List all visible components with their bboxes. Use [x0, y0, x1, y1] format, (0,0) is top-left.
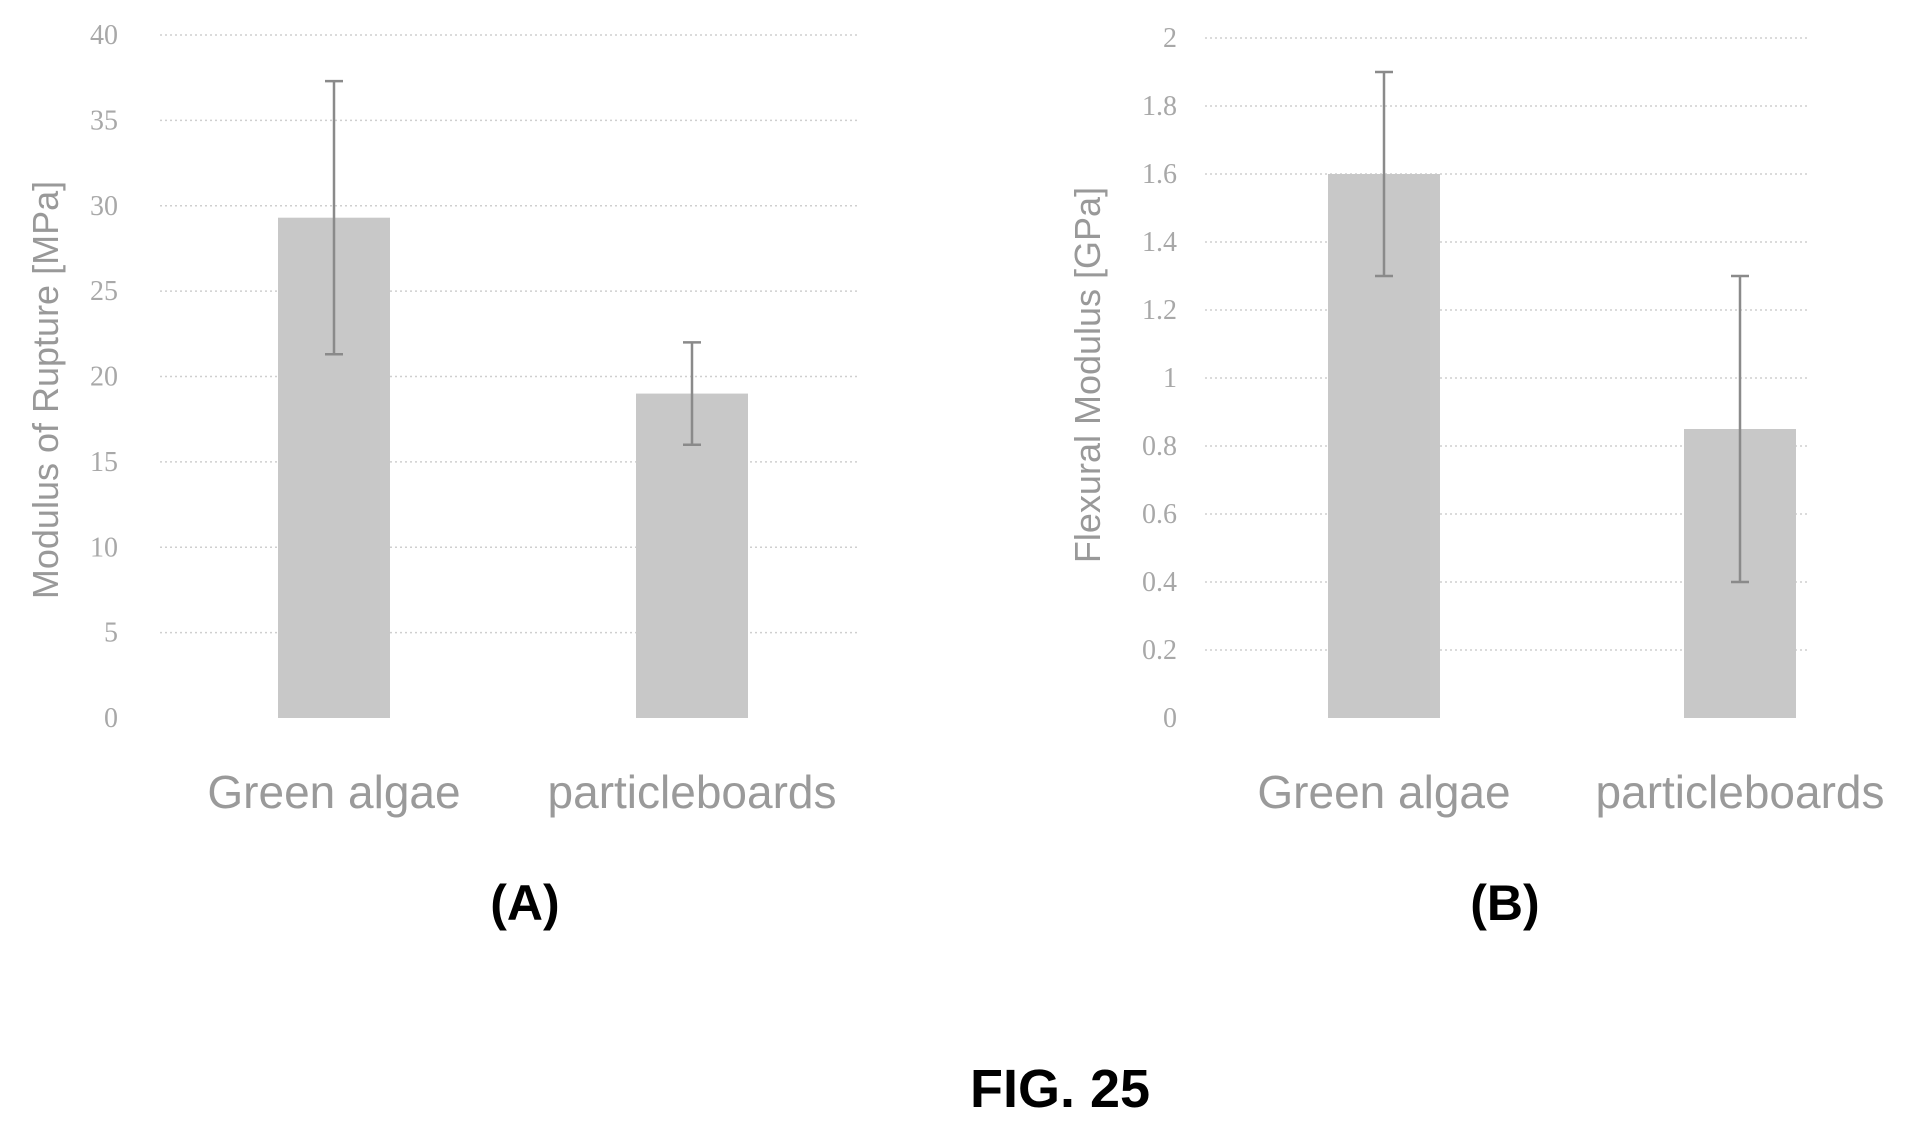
error-bars: [325, 79, 701, 447]
y-tick-label: 1.6: [1142, 159, 1177, 190]
gridlines: [160, 34, 860, 634]
y-tick-label: 25: [90, 276, 118, 307]
y-tick-label: 2: [1163, 23, 1177, 54]
category-label: particleboards: [548, 766, 837, 818]
category-label: Green algae: [207, 766, 460, 818]
y-tick-label: 15: [90, 447, 118, 478]
error-bar: [1731, 274, 1749, 584]
category-label: particleboards: [1596, 766, 1885, 818]
y-tick-label: 0: [1163, 703, 1177, 734]
error-bar: [683, 341, 701, 447]
error-bar: [1375, 70, 1393, 278]
y-tick-label: 1.8: [1142, 91, 1177, 122]
panel-label: (B): [1470, 875, 1539, 931]
y-tick-label: 0.8: [1142, 431, 1177, 462]
chart-panel-b: Flexural Modulus [GPa] 0 0.2 0.4 0.6 0.8 1 1.2…: [1067, 23, 1884, 931]
y-axis-title: Modulus of Rupture [MPa]: [25, 181, 66, 599]
y-tick-label: 10: [90, 532, 118, 563]
y-tick-label: 20: [90, 362, 118, 393]
y-tick-label: 0.2: [1142, 635, 1177, 666]
y-axis-title: Flexural Modulus [GPa]: [1067, 187, 1108, 563]
category-label: Green algae: [1257, 766, 1510, 818]
y-tick-labels: 0 0.2 0.4 0.6 0.8 1 1.2 1.4 1.6 1.8 2: [1142, 23, 1177, 734]
y-tick-label: 5: [104, 618, 118, 649]
gridlines: [1205, 37, 1810, 651]
panel-label: (A): [490, 875, 559, 931]
chart-panel-a: Modulus of Rupture [MPa] 0 5 10 15 20 25 30 35 4…: [25, 20, 860, 931]
y-tick-label: 1: [1163, 363, 1177, 394]
category-labels: Green algae particleboards: [207, 766, 836, 818]
y-tick-labels: 0 5 10 15 20 25 30 35 40: [90, 20, 118, 734]
y-tick-label: 1.2: [1142, 295, 1177, 326]
y-tick-label: 0.6: [1142, 499, 1177, 530]
y-tick-label: 0.4: [1142, 567, 1177, 598]
bar: [636, 393, 748, 718]
category-labels: Green algae particleboards: [1257, 766, 1884, 818]
y-tick-label: 35: [90, 105, 118, 136]
error-bar: [325, 79, 343, 356]
figure-caption: FIG. 25: [970, 1059, 1150, 1119]
y-tick-label: 30: [90, 191, 118, 222]
bars: [278, 217, 748, 718]
y-tick-label: 0: [104, 703, 118, 734]
error-bars: [1375, 70, 1749, 584]
y-tick-label: 40: [90, 20, 118, 51]
y-tick-label: 1.4: [1142, 227, 1177, 258]
